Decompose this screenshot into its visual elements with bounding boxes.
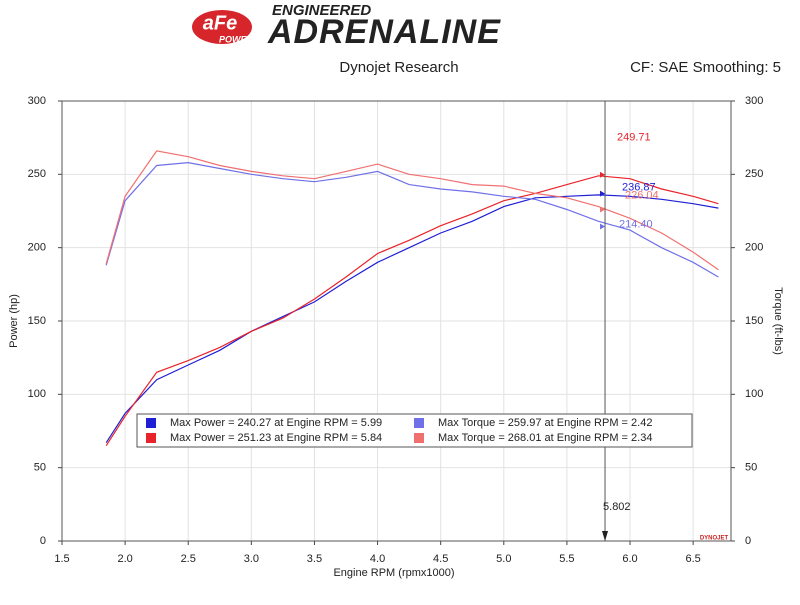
x-tick-label: 5.0 bbox=[496, 553, 511, 565]
y-axis-label: Power (hp) bbox=[8, 294, 20, 348]
cursor-value-label: 226.04 bbox=[625, 189, 659, 201]
y2-tick-label: 150 bbox=[745, 315, 763, 327]
legend-swatch bbox=[414, 418, 424, 428]
x-tick-label: 5.5 bbox=[559, 553, 574, 565]
legend-swatch bbox=[414, 433, 424, 443]
y2-tick-label: 0 bbox=[745, 535, 751, 547]
y2-axis-label: Torque (ft-lbs) bbox=[772, 287, 784, 355]
chart-title: Dynojet Research bbox=[339, 59, 458, 76]
cursor-marker bbox=[600, 223, 606, 230]
legend-label: Max Power = 251.23 at Engine RPM = 5.84 bbox=[170, 432, 382, 444]
plot-frame bbox=[61, 100, 732, 542]
cursor-marker bbox=[600, 190, 606, 197]
y-tick-label: 250 bbox=[28, 168, 46, 180]
y-tick-label: 300 bbox=[28, 95, 46, 107]
x-tick-label: 6.0 bbox=[622, 553, 637, 565]
y-tick-label: 0 bbox=[40, 535, 46, 547]
series-line bbox=[105, 161, 719, 278]
x-tick-label: 2.5 bbox=[181, 553, 196, 565]
series-line bbox=[105, 175, 719, 447]
x-tick-label: 2.0 bbox=[117, 553, 132, 565]
x-tick-label: 6.5 bbox=[685, 553, 700, 565]
legend-swatch bbox=[146, 418, 156, 428]
cursor-value-label: 214.40 bbox=[619, 218, 653, 230]
y2-tick-label: 100 bbox=[745, 388, 763, 400]
x-tick-label: 4.0 bbox=[370, 553, 385, 565]
legend-label: Max Torque = 259.97 at Engine RPM = 2.42 bbox=[438, 417, 652, 429]
legend-swatch bbox=[146, 433, 156, 443]
x-tick-label: 3.0 bbox=[244, 553, 259, 565]
cursor-x-label: 5.802 bbox=[603, 501, 631, 513]
y2-tick-label: 200 bbox=[745, 242, 763, 254]
y2-tick-label: 300 bbox=[745, 95, 763, 107]
y2-tick-label: 250 bbox=[745, 168, 763, 180]
cursor-value-label: 236.87 bbox=[622, 181, 656, 193]
x-tick-label: 4.5 bbox=[433, 553, 448, 565]
chart-subtitle: CF: SAE Smoothing: 5 bbox=[630, 59, 781, 76]
legend-label: Max Power = 240.27 at Engine RPM = 5.99 bbox=[170, 417, 382, 429]
brand-top: ENGINEERED bbox=[272, 2, 371, 19]
legend-label: Max Torque = 268.01 at Engine RPM = 2.34 bbox=[438, 432, 652, 444]
x-tick-label: 3.5 bbox=[307, 553, 322, 565]
cursor-value-label: 249.71 bbox=[617, 132, 651, 144]
logo-badge bbox=[192, 10, 252, 44]
logo: aFe bbox=[203, 12, 237, 34]
x-axis-label: Engine RPM (rpmx1000) bbox=[333, 567, 454, 579]
y-tick-label: 50 bbox=[34, 462, 46, 474]
watermark: DYNOJET bbox=[700, 536, 729, 542]
y-tick-label: 150 bbox=[28, 315, 46, 327]
cursor-marker bbox=[600, 171, 606, 178]
brand: ADRENALINE bbox=[267, 13, 501, 51]
cursor-marker bbox=[600, 206, 606, 213]
cursor-arrow bbox=[602, 531, 609, 541]
y2-tick-label: 50 bbox=[745, 462, 757, 474]
series-line bbox=[105, 194, 719, 444]
x-tick-label: 1.5 bbox=[54, 553, 69, 565]
y-tick-label: 200 bbox=[28, 242, 46, 254]
series-line bbox=[105, 150, 719, 271]
logo-sub: POWER bbox=[219, 34, 254, 44]
y-tick-label: 100 bbox=[28, 388, 46, 400]
